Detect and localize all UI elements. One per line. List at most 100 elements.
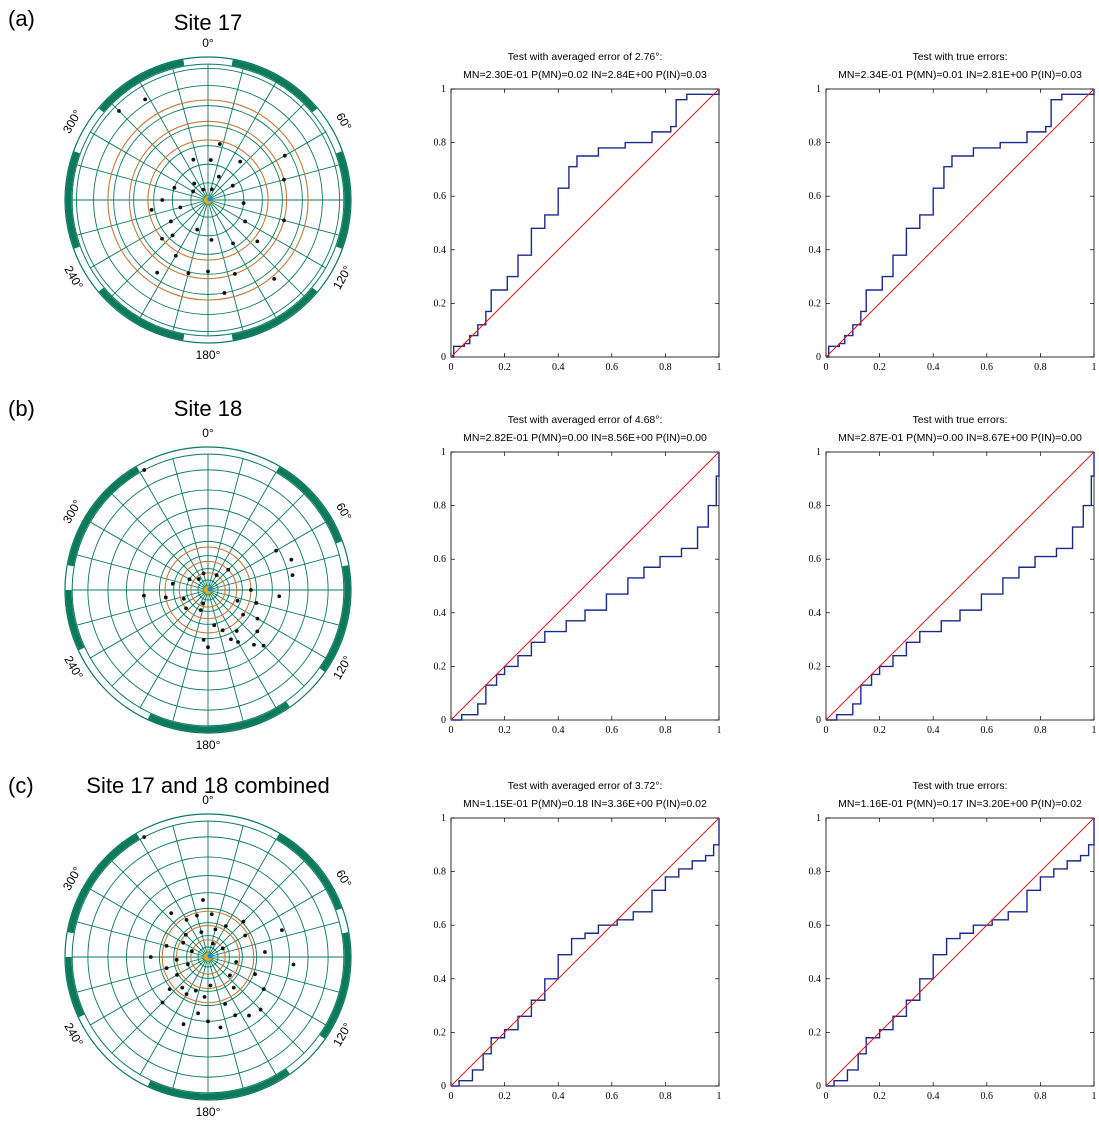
plot-title-line: Test with averaged error of 3.72°: <box>508 780 663 792</box>
pp-plot-a-averaged: Test with averaged error of 2.76°: MN=2.3… <box>434 51 722 373</box>
angle-label: 180° <box>196 348 221 362</box>
polar-spoke <box>90 199 209 269</box>
data-point <box>160 1000 165 1005</box>
reference-line <box>450 88 720 358</box>
reference-marker <box>207 586 213 592</box>
data-point <box>181 596 186 601</box>
data-point <box>170 581 175 586</box>
data-point <box>142 468 147 472</box>
data-point <box>241 612 246 617</box>
data-point <box>155 270 160 275</box>
plot-title-line: MN=2.34E-01 P(MN)=0.01 IN=2.81E+00 P(IN)… <box>838 69 1082 81</box>
polar-spoke <box>207 199 340 236</box>
polar-spoke <box>111 956 209 1054</box>
pp-plot-c-true: Test with true errors: MN=1.16E-01 P(MN)=… <box>809 780 1097 1102</box>
data-point <box>223 1002 228 1006</box>
data-point <box>282 218 286 223</box>
rim-arc <box>336 151 351 249</box>
data-point <box>164 943 169 948</box>
y-tick-label: 0 <box>816 352 821 363</box>
pp-plot-b-true: Test with true errors: MN=2.87E-01 P(MN)=… <box>809 414 1097 736</box>
polar-spoke <box>207 956 326 1026</box>
angle-label: 300° <box>60 107 85 136</box>
rim-arc <box>319 932 351 1039</box>
pp-plot-a-true: Test with true errors: MN=2.34E-01 P(MN)=… <box>809 51 1097 373</box>
data-point <box>231 985 236 990</box>
y-tick-label: 1 <box>441 447 446 458</box>
angle-label: 0° <box>202 793 214 807</box>
pp-plot-b-averaged: Test with averaged error of 4.68°: MN=2.8… <box>434 414 722 736</box>
confidence-ring <box>107 99 309 301</box>
plot-frame <box>450 88 720 358</box>
polar-spoke <box>207 589 305 687</box>
x-tick-label: 1 <box>1092 1091 1097 1102</box>
data-point <box>142 835 147 839</box>
x-tick-label: 0.2 <box>498 362 511 373</box>
data-point <box>213 927 218 932</box>
x-tick-label: 0.8 <box>1034 1091 1047 1102</box>
rim-arc <box>319 565 351 672</box>
polar-outer-rim <box>64 446 352 734</box>
rim-arc <box>147 1068 290 1100</box>
empirical-cdf-line <box>826 818 1095 1087</box>
data-point <box>228 973 232 978</box>
data-point <box>117 109 121 113</box>
angle-label: 300° <box>60 864 85 893</box>
confidence-ring <box>190 939 226 975</box>
y-tick-label: 0 <box>441 1081 446 1092</box>
polar-spoke <box>172 458 209 591</box>
polar-plot-site-17: 0°60°120°180°240°300° <box>60 36 355 362</box>
data-point <box>223 924 228 928</box>
plot-title-line: MN=2.82E-01 P(MN)=0.00 IN=8.56E+00 P(IN)… <box>463 432 707 444</box>
angle-label: 60° <box>333 867 354 890</box>
data-point <box>232 272 237 276</box>
data-point <box>222 291 227 295</box>
angle-label: 180° <box>196 1105 221 1119</box>
data-point <box>192 181 197 186</box>
data-point <box>186 271 191 276</box>
x-tick-label: 0.8 <box>659 1091 672 1102</box>
data-point <box>195 227 200 232</box>
rim-arc <box>98 59 185 113</box>
polar-spoke <box>111 199 209 297</box>
polar-spoke <box>76 164 209 201</box>
data-point <box>181 1022 186 1027</box>
plot-frame <box>825 451 1095 721</box>
data-point <box>206 1019 210 1024</box>
polar-spoke <box>139 956 209 1075</box>
polar-spoke <box>207 825 244 958</box>
y-tick-label: 1 <box>816 447 821 458</box>
data-point <box>201 898 205 902</box>
confidence-ring <box>161 910 255 1004</box>
rim-arc <box>65 589 85 651</box>
panel-label-b: (b) <box>8 396 35 421</box>
polar-inner-rim <box>71 63 345 337</box>
y-tick-label: 0.4 <box>434 245 447 256</box>
data-point <box>258 1007 263 1012</box>
confidence-ring <box>190 572 226 608</box>
polar-spoke <box>172 68 209 201</box>
data-point <box>194 913 199 918</box>
x-tick-label: 1 <box>1092 725 1097 736</box>
reference-marker <box>207 953 213 959</box>
y-tick-label: 0.4 <box>809 974 822 985</box>
polar-spoke <box>207 199 326 269</box>
data-point <box>261 987 266 992</box>
y-tick-label: 1 <box>816 813 821 824</box>
polar-spoke <box>207 131 326 201</box>
data-point <box>209 237 214 242</box>
polar-spoke <box>172 589 209 722</box>
reference-line <box>450 451 720 721</box>
data-point <box>236 640 240 644</box>
polar-spoke <box>172 199 209 332</box>
data-point <box>193 988 198 993</box>
y-tick-label: 0.4 <box>434 974 447 985</box>
data-point <box>187 577 192 582</box>
angle-label: 300° <box>60 497 85 526</box>
empirical-cdf-line <box>826 452 1095 721</box>
rim-arc <box>98 287 185 341</box>
data-point <box>217 142 222 146</box>
polar-spoke <box>90 956 209 1026</box>
y-tick-label: 0.6 <box>809 191 822 202</box>
